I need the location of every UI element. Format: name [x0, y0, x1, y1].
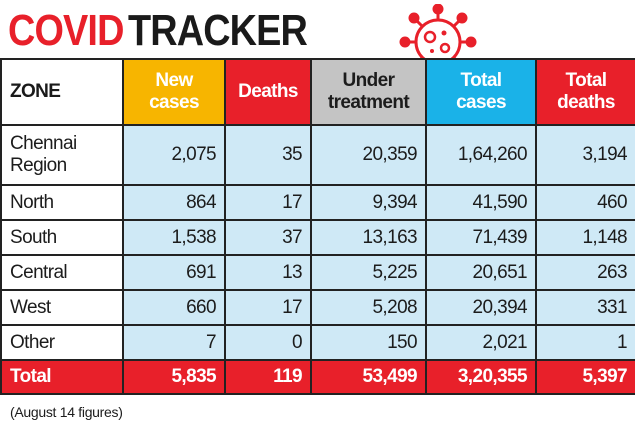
under-treatment-cell: 9,394	[310, 184, 427, 221]
new-cases-cell: 691	[122, 254, 226, 291]
header-zone: ZONE	[0, 58, 124, 126]
total-deaths-value: 119	[224, 359, 312, 395]
page-title: COVID TRACKER	[8, 8, 336, 54]
total-deaths-cell: 1,148	[535, 219, 635, 256]
header-total-cases: Total cases	[425, 58, 537, 126]
table-row: Central 691 13 5,225 20,651 263	[0, 254, 635, 291]
header-total-deaths: Total deaths	[535, 58, 635, 126]
under-treatment-cell: 13,163	[310, 219, 427, 256]
covid-table: ZONE New cases Deaths Under treatment To…	[0, 58, 635, 395]
table-row: North 864 17 9,394 41,590 460	[0, 184, 635, 221]
total-deaths-cell: 1	[535, 324, 635, 361]
header-new-cases: New cases	[122, 58, 226, 126]
deaths-cell: 17	[224, 289, 312, 326]
under-treatment-cell: 20,359	[310, 124, 427, 186]
deaths-cell: 13	[224, 254, 312, 291]
zone-cell: Central	[0, 254, 124, 291]
header-deaths: Deaths	[224, 58, 312, 126]
total-cases-cell: 2,021	[425, 324, 537, 361]
zone-cell: West	[0, 289, 124, 326]
total-cases-cell: 20,394	[425, 289, 537, 326]
table-row: South 1,538 37 13,163 71,439 1,148	[0, 219, 635, 256]
total-row: Total 5,835 119 53,499 3,20,355 5,397	[0, 359, 635, 395]
new-cases-cell: 1,538	[122, 219, 226, 256]
zone-cell: Chennai Region	[0, 124, 124, 186]
total-deaths-cell: 3,194	[535, 124, 635, 186]
total-under-treatment: 53,499	[310, 359, 427, 395]
table-row: Other 7 0 150 2,021 1	[0, 324, 635, 361]
total-deaths-cell: 460	[535, 184, 635, 221]
new-cases-cell: 2,075	[122, 124, 226, 186]
title-tracker: TRACKER	[128, 6, 308, 55]
under-treatment-cell: 5,225	[310, 254, 427, 291]
total-label: Total	[0, 359, 124, 395]
deaths-cell: 17	[224, 184, 312, 221]
table-row: Chennai Region 2,075 35 20,359 1,64,260 …	[0, 124, 635, 186]
deaths-cell: 0	[224, 324, 312, 361]
zone-cell: Other	[0, 324, 124, 361]
new-cases-cell: 864	[122, 184, 226, 221]
total-total-deaths: 5,397	[535, 359, 635, 395]
deaths-cell: 35	[224, 124, 312, 186]
table-row: West 660 17 5,208 20,394 331	[0, 289, 635, 326]
header-row: ZONE New cases Deaths Under treatment To…	[0, 58, 635, 126]
new-cases-cell: 7	[122, 324, 226, 361]
zone-cell: North	[0, 184, 124, 221]
deaths-cell: 37	[224, 219, 312, 256]
total-cases-cell: 1,64,260	[425, 124, 537, 186]
header-under-treatment: Under treatment	[310, 58, 427, 126]
total-cases-cell: 41,590	[425, 184, 537, 221]
new-cases-cell: 660	[122, 289, 226, 326]
zone-cell: South	[0, 219, 124, 256]
total-deaths-cell: 331	[535, 289, 635, 326]
total-cases-cell: 71,439	[425, 219, 537, 256]
footnote: (August 14 figures)	[10, 404, 123, 420]
total-total-cases: 3,20,355	[425, 359, 537, 395]
under-treatment-cell: 5,208	[310, 289, 427, 326]
total-new-cases: 5,835	[122, 359, 226, 395]
under-treatment-cell: 150	[310, 324, 427, 361]
total-deaths-cell: 263	[535, 254, 635, 291]
title-covid: COVID	[8, 6, 124, 55]
total-cases-cell: 20,651	[425, 254, 537, 291]
